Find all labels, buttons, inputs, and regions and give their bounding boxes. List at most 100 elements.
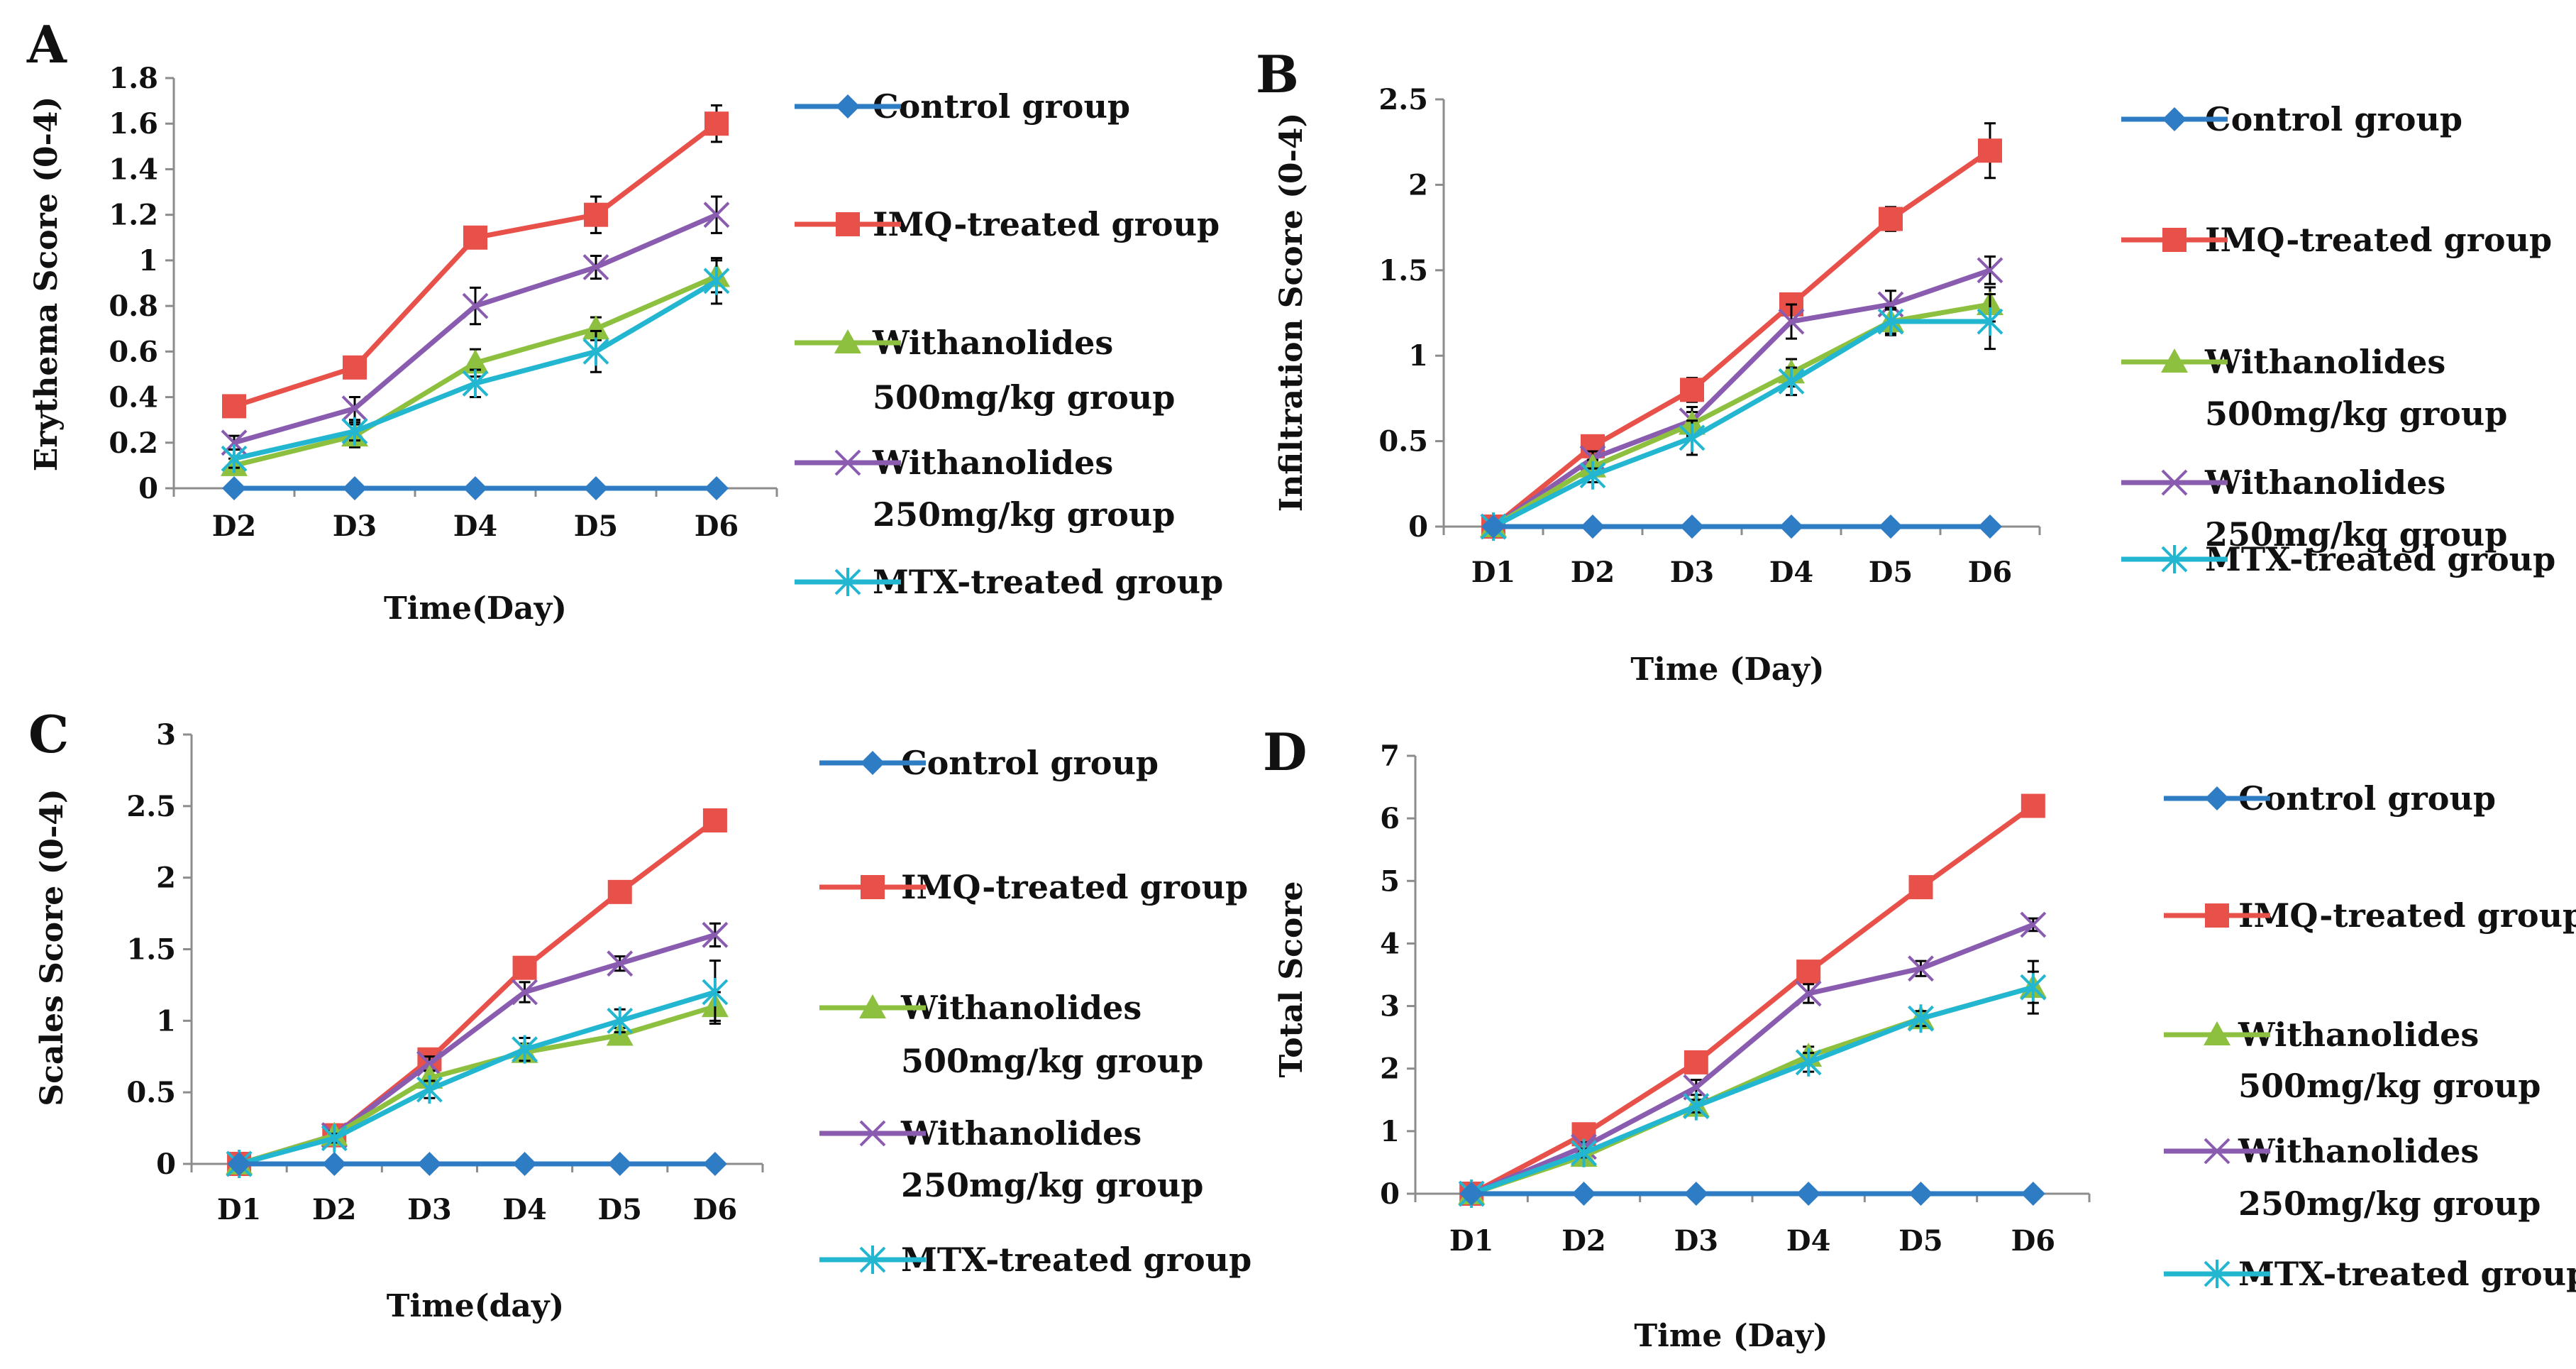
legend-key-marker	[861, 751, 885, 775]
series-1	[1481, 122, 2002, 539]
data-point	[704, 111, 729, 136]
data-point	[341, 395, 368, 422]
series-3	[221, 195, 730, 456]
data-point	[222, 476, 246, 500]
x-tick-label: D2	[312, 1193, 357, 1226]
panel-b: B 0 0.5 1 1.5 2 2.5 D1 D2 D3 D4 D5 D6 Time (Day) Infil…	[1256, 44, 2555, 688]
y-tick-label: 3	[156, 718, 176, 752]
series-0	[222, 476, 729, 500]
x-tick-label: D3	[407, 1193, 452, 1226]
y-tick-label: 0	[1408, 510, 1428, 544]
panel-a: A 0 0.2 0.4 0.6 0.8 1 1.2 1.4 1.6 1.8 D2 D3 D4 D5 D6 Tim…	[26, 14, 1223, 627]
data-point	[702, 1152, 727, 1176]
data-point	[512, 979, 538, 1006]
legend-label: MTX-treated group	[901, 1241, 1251, 1279]
data-point	[1796, 960, 1821, 984]
legend-key-marker	[834, 329, 861, 353]
legend-label: 500mg/kg group	[901, 1042, 1203, 1080]
data-point	[222, 394, 246, 419]
series-line	[1470, 803, 2035, 1197]
data-point	[1683, 1074, 1710, 1101]
legend-key-marker	[836, 94, 860, 119]
data-point	[1795, 1048, 1822, 1077]
data-point	[1779, 515, 1803, 539]
data-point	[582, 337, 609, 366]
panel-d: D 0 1 2 3 4 5 6 7 D1 D2 D3 D4 D5 D6 Time (Day) Total Sco…	[1263, 722, 2576, 1354]
data-point	[1683, 1092, 1710, 1121]
data-point	[1795, 980, 1822, 1007]
y-tick-label: 1.5	[1378, 254, 1428, 287]
data-point	[343, 355, 367, 380]
legend-label: 500mg/kg group	[873, 378, 1175, 417]
x-tick-label: D1	[1471, 556, 1516, 589]
data-point	[512, 955, 537, 980]
legend-key-marker	[2162, 228, 2187, 252]
data-point	[1571, 1182, 1596, 1206]
data-point	[703, 266, 730, 295]
legend-label: IMQ-treated group	[873, 205, 1220, 243]
y-tick-label: 0.4	[109, 381, 158, 414]
legend-label: IMQ-treated group	[901, 868, 1248, 906]
y-axis-title: Total Score	[1273, 881, 1310, 1078]
legend-label: Withanolides	[2238, 1132, 2479, 1170]
legend-label: MTX-treated group	[2205, 540, 2555, 578]
data-point	[1978, 515, 2002, 539]
data-point	[1571, 1138, 1597, 1167]
data-point	[703, 202, 730, 229]
data-point	[463, 476, 487, 500]
data-point	[1796, 1182, 1821, 1206]
y-tick-label: 2.5	[1378, 83, 1428, 116]
x-tick-label: D4	[1769, 556, 1814, 589]
data-point	[584, 476, 608, 500]
y-tick-label: 7	[1380, 740, 1400, 773]
series-line	[1470, 922, 2035, 1197]
panel-letter: D	[1263, 722, 1307, 782]
data-point	[1908, 1182, 1933, 1206]
data-point	[1879, 515, 1903, 539]
y-tick-label: 1	[156, 1004, 176, 1038]
y-axis-title: Scales Score (0-4)	[34, 788, 70, 1106]
y-tick-label: 1	[1408, 339, 1428, 373]
legend-label: Withanolides	[872, 324, 1113, 362]
data-point	[416, 1050, 443, 1077]
y-tick-label: 0.8	[109, 290, 158, 323]
data-point	[341, 417, 368, 446]
legend-label: 250mg/kg group	[873, 495, 1175, 534]
series-3	[1458, 911, 2047, 1207]
data-point	[582, 254, 609, 280]
data-point	[607, 1006, 634, 1035]
y-tick-label: 0.5	[126, 1076, 176, 1109]
data-point	[1581, 515, 1605, 539]
legend-label: 250mg/kg group	[901, 1166, 1203, 1204]
legend-label: MTX-treated group	[873, 563, 1223, 601]
data-point	[1877, 307, 1904, 336]
y-tick-label: 0	[1380, 1177, 1400, 1211]
y-tick-label: 2	[1380, 1052, 1400, 1086]
x-tick-label: D5	[1898, 1224, 1943, 1258]
data-point	[1459, 1182, 1484, 1206]
data-point	[607, 950, 634, 977]
legend-key-marker	[2161, 469, 2188, 496]
legend-label: Control group	[901, 744, 1159, 782]
y-tick-label: 0.6	[109, 335, 158, 368]
data-point	[1778, 308, 1805, 335]
x-tick-label: D2	[1561, 1224, 1606, 1258]
y-tick-label: 6	[1380, 802, 1400, 835]
series-4	[1480, 293, 2003, 541]
y-tick-label: 1.8	[109, 62, 158, 95]
data-point	[227, 1152, 252, 1176]
x-tick-label: D1	[1449, 1224, 1494, 1258]
series-line	[238, 818, 717, 1167]
series-1	[1459, 793, 2045, 1206]
legend-label: IMQ-treated group	[2205, 221, 2552, 259]
data-point	[702, 921, 729, 948]
data-point	[416, 1075, 443, 1104]
legend-key-marker	[834, 449, 861, 476]
legend: Control group IMQ-treated group Withanolid…	[819, 744, 1251, 1279]
legend-label: 500mg/kg group	[2205, 395, 2507, 433]
y-tick-label: 3	[1380, 990, 1400, 1023]
data-point	[322, 1152, 347, 1176]
series-3	[226, 921, 729, 1177]
data-point	[582, 315, 609, 340]
